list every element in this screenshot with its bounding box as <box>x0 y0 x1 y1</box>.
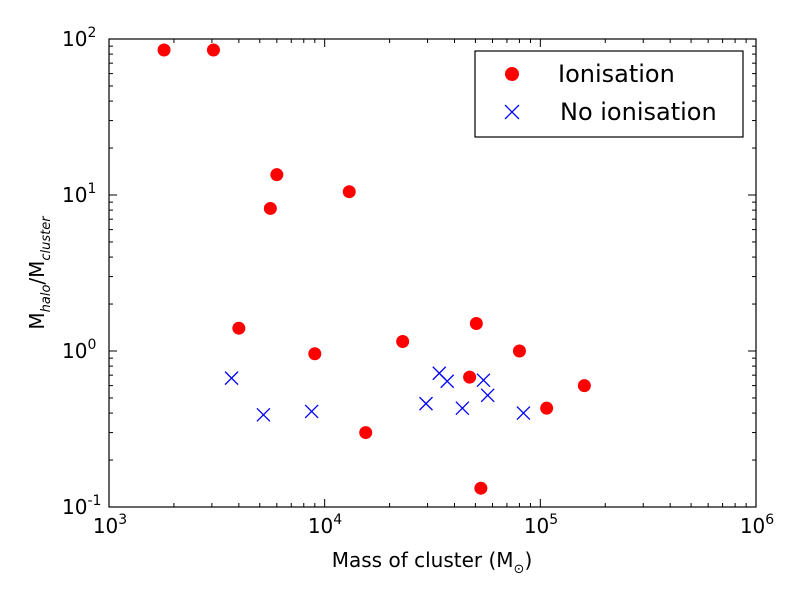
y-tick-label: 101 <box>62 181 96 207</box>
ionisation-point <box>232 321 246 335</box>
no-ionisation-point <box>516 406 531 421</box>
legend-box <box>474 50 744 138</box>
ionisation-point <box>463 370 477 384</box>
x-tick-label: 104 <box>308 512 342 538</box>
ionisation-point <box>512 344 526 358</box>
ionisation-point <box>359 426 373 440</box>
no-ionisation-point <box>476 373 491 388</box>
ionisation-point <box>157 43 171 57</box>
ionisation-point <box>263 201 277 215</box>
ionisation-point <box>540 401 554 415</box>
no-ionisation-point <box>440 374 455 389</box>
ionisation-point <box>577 379 591 393</box>
ionisation-point <box>270 168 284 182</box>
x-tick-label: 103 <box>93 512 127 538</box>
ionisation-point <box>206 43 220 57</box>
x-tick-label: 105 <box>524 512 558 538</box>
no-ionisation-point <box>419 396 433 411</box>
y-tick-label: 10-1 <box>62 493 101 519</box>
legend: Ionisation No ionisation <box>474 50 744 138</box>
ionisation-point <box>474 481 488 495</box>
legend-label-ionisation: Ionisation <box>558 60 675 88</box>
y-tick-label: 102 <box>62 25 96 51</box>
y-axis-label: Mhalo/Mcluster <box>25 215 54 330</box>
no-ionisation-point <box>224 371 239 386</box>
legend-marker-no-ionisation <box>504 104 520 120</box>
ionisation-point <box>469 317 483 331</box>
x-tick-label: 106 <box>740 512 774 538</box>
legend-marker-ionisation <box>505 67 519 81</box>
no-ionisation-point <box>256 407 271 422</box>
no-ionisation-point <box>455 401 470 416</box>
axis-ticks <box>108 38 757 508</box>
x-axis-label: Mass of cluster (M⊙) <box>332 548 533 577</box>
ionisation-point <box>396 335 410 349</box>
y-tick-label: 100 <box>62 337 96 363</box>
no-ionisation-point <box>480 388 495 403</box>
ionisation-point <box>342 185 356 199</box>
legend-label-no-ionisation: No ionisation <box>560 98 717 126</box>
ionisation-point <box>308 347 322 361</box>
data-points <box>157 43 591 495</box>
no-ionisation-point <box>304 404 319 419</box>
